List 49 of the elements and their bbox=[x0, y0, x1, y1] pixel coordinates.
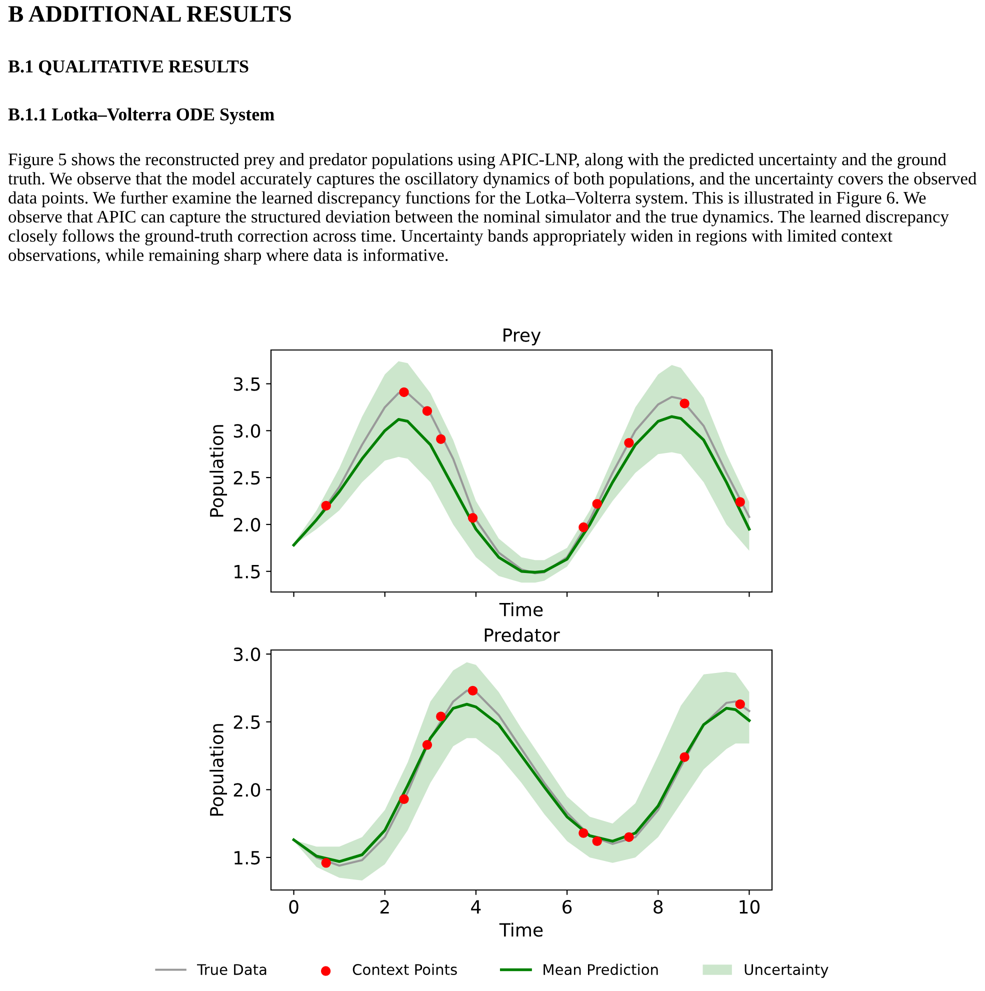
x-tick-label: 4 bbox=[471, 900, 481, 914]
legend-label: Mean Prediction bbox=[544, 964, 658, 976]
x-axis-title: Time bbox=[499, 922, 543, 937]
point bbox=[624, 832, 634, 842]
point bbox=[735, 497, 745, 507]
point bbox=[422, 406, 432, 416]
point bbox=[422, 740, 432, 750]
y-axis-title: Population bbox=[210, 425, 228, 517]
point bbox=[592, 836, 602, 846]
x-tick-label: 10 bbox=[740, 900, 760, 914]
chart-title: Prey bbox=[504, 328, 541, 346]
x-tick-label: 6 bbox=[562, 900, 572, 914]
point bbox=[680, 752, 690, 762]
point bbox=[578, 828, 588, 838]
point bbox=[399, 387, 409, 398]
y-tick-label: 2.0 bbox=[234, 783, 260, 797]
point bbox=[321, 500, 331, 511]
text: Uncertainty bbox=[744, 964, 828, 978]
y-tick-label: 1.5 bbox=[234, 851, 260, 865]
y-tick-label: 2.0 bbox=[234, 518, 260, 532]
legend-label: True Data bbox=[197, 964, 266, 976]
point bbox=[578, 522, 588, 532]
legend-label: Context Points bbox=[352, 964, 457, 976]
caption: Figure 5 shows the reconstructed prey and predator populations using APIC-LNP, along with the predicted uncertainty and the ground truth. We observe that the model accurately captures the oscillatory dynamics of both populations, and the uncertainty covers the observed data points. We further examine the learned discrepancy functions for the Lotka–Volterra system. This is illustrated in Figure 6. We observe that APIC can capture the structured deviation between the nominal simulator and the true dynamics. The learned discrepancy closely follows the ground-truth correction across time. Uncertainty bands appropriately widen in regions with limited context observations, while remaining sharp where data is informative. bbox=[8, 153, 977, 265]
text: B.1.1 Lotka–Volterra ODE System bbox=[8, 108, 274, 124]
point bbox=[436, 434, 446, 444]
text: B ADDITIONAL RESULTS bbox=[8, 6, 291, 22]
point bbox=[321, 858, 331, 868]
y-tick-label: 3.0 bbox=[234, 424, 260, 438]
point bbox=[399, 794, 409, 804]
point bbox=[624, 438, 634, 448]
x-tick-label: 8 bbox=[654, 900, 663, 914]
x-axis-title: Time bbox=[499, 602, 543, 616]
y-tick-label: 3.5 bbox=[234, 377, 260, 391]
point bbox=[680, 398, 690, 408]
point bbox=[592, 498, 602, 509]
chart-title: Predator bbox=[484, 628, 560, 642]
y-axis-title: Population bbox=[210, 724, 228, 816]
y-tick-label: 2.5 bbox=[234, 715, 260, 729]
point bbox=[468, 686, 478, 696]
x-tick-label: 2 bbox=[380, 900, 389, 914]
point bbox=[735, 699, 745, 710]
point bbox=[468, 513, 478, 523]
y-tick-label: 2.5 bbox=[234, 471, 260, 485]
point bbox=[436, 712, 446, 722]
x-tick-label: 0 bbox=[289, 900, 298, 914]
text: B.1 QUALITATIVE RESULTS bbox=[8, 60, 248, 76]
y-tick-label: 3.0 bbox=[234, 648, 260, 662]
y-tick-label: 1.5 bbox=[234, 565, 260, 578]
